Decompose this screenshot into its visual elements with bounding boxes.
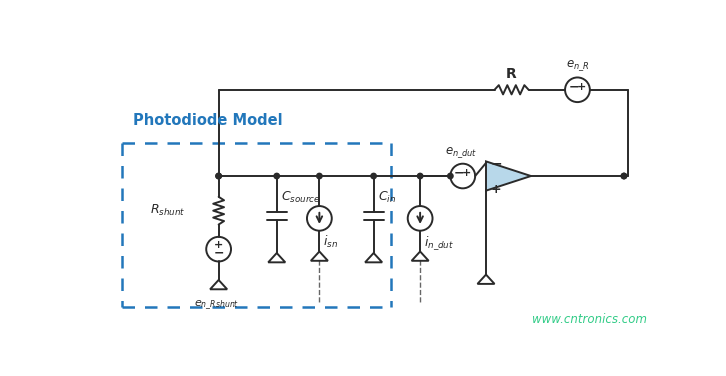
Circle shape <box>274 173 280 179</box>
Text: $R_{shunt}$: $R_{shunt}$ <box>150 203 186 218</box>
Circle shape <box>417 173 423 179</box>
Text: $e_{n\_R}$: $e_{n\_R}$ <box>566 58 590 73</box>
Circle shape <box>621 173 627 179</box>
Text: +: + <box>462 168 471 178</box>
Text: +: + <box>491 183 501 196</box>
Text: +: + <box>576 82 586 92</box>
Circle shape <box>621 173 627 179</box>
Polygon shape <box>486 161 531 191</box>
Circle shape <box>371 173 376 179</box>
Circle shape <box>216 173 221 179</box>
Text: $e_{n\_dut}$: $e_{n\_dut}$ <box>445 145 478 160</box>
Text: Photodiode Model: Photodiode Model <box>134 113 283 128</box>
Text: $i_{sn}$: $i_{sn}$ <box>323 234 338 250</box>
Circle shape <box>317 173 322 179</box>
Text: $C_{source}$: $C_{source}$ <box>281 190 320 205</box>
Text: $C_{in}$: $C_{in}$ <box>378 190 396 205</box>
Text: R: R <box>506 67 517 80</box>
Text: −: − <box>213 247 224 259</box>
Text: www.cntronics.com: www.cntronics.com <box>532 313 647 326</box>
Text: $i_{n\_dut}$: $i_{n\_dut}$ <box>424 234 454 252</box>
Text: $e_{n\_Rshunt}$: $e_{n\_Rshunt}$ <box>195 299 240 312</box>
Circle shape <box>216 173 221 179</box>
Text: −: − <box>568 80 579 93</box>
Circle shape <box>448 173 453 179</box>
Text: −: − <box>454 167 464 179</box>
Text: −: − <box>491 156 502 170</box>
Text: +: + <box>214 240 224 250</box>
